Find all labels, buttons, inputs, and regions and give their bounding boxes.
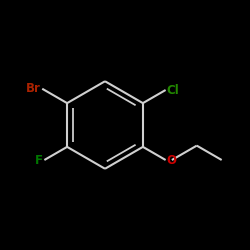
Text: F: F <box>35 154 43 166</box>
Text: Cl: Cl <box>167 84 179 96</box>
Text: O: O <box>167 154 177 166</box>
Text: Br: Br <box>26 82 41 95</box>
